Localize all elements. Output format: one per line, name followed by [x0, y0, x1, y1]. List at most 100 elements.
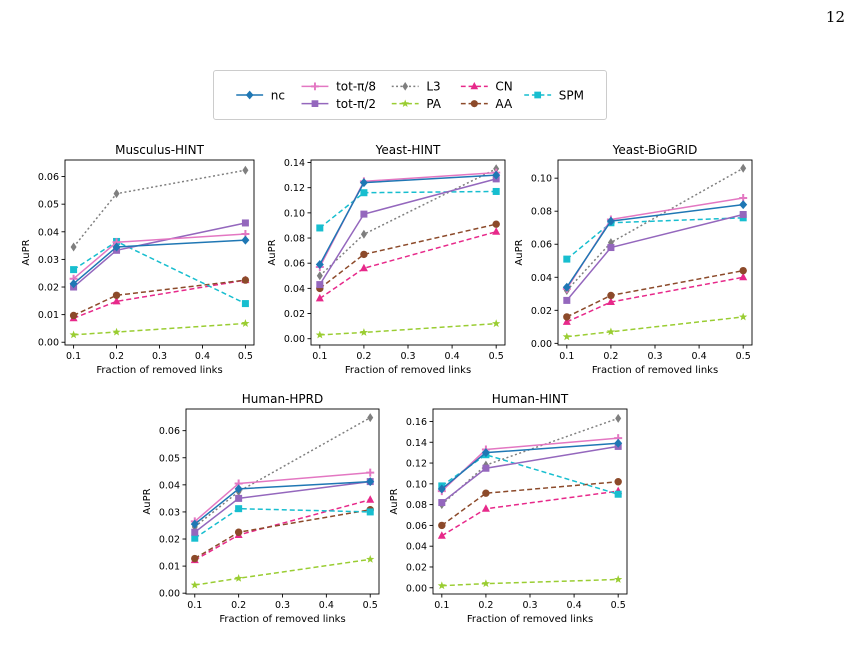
data-point-pa: [606, 327, 615, 336]
data-point-nc: [606, 216, 615, 226]
chart-title: Human-HINT: [492, 392, 569, 406]
series-line-aa: [73, 279, 246, 317]
data-point-tot2: [438, 499, 446, 507]
data-point-pa: [562, 332, 571, 341]
data-point-tot2: [607, 244, 615, 252]
x-tick-label: 0.5: [238, 351, 253, 362]
series-line-tot2: [441, 445, 619, 504]
series-aa: [438, 478, 622, 530]
data-point-spm: [70, 266, 78, 274]
series-line-cn: [319, 231, 497, 300]
y-tick-label: 0.02: [284, 309, 305, 320]
y-tick-label: 0.00: [159, 589, 180, 600]
x-tick-label: 0.5: [489, 351, 504, 362]
legend-marker-l3: [402, 82, 409, 91]
series-pa: [437, 575, 623, 590]
data-point-tot2: [241, 219, 249, 227]
x-tick-label: 0.5: [611, 600, 626, 611]
y-tick-label: 0.04: [284, 284, 305, 295]
series-tot8: [562, 193, 748, 293]
x-tick-label: 0.2: [109, 351, 124, 362]
series-line-nc: [194, 480, 371, 525]
series-pa: [190, 555, 375, 589]
data-point-nc: [492, 170, 501, 180]
series-line-cn: [441, 490, 619, 537]
series-l3: [563, 163, 747, 295]
data-point-aa: [241, 276, 250, 284]
data-point-l3: [360, 229, 367, 239]
legend-label-tot8: tot-π/8: [336, 80, 376, 94]
x-tick-label: 0.5: [736, 351, 751, 362]
series-nc: [562, 200, 748, 292]
data-point-tot2: [316, 281, 324, 289]
chart-title: Yeast-BioGRID: [612, 143, 698, 157]
data-point-pa: [190, 580, 199, 589]
series-line-l3: [566, 167, 744, 291]
data-point-tot8: [366, 468, 375, 477]
legend-entry-pa: PA: [391, 97, 442, 111]
x-axis-label: Fraction of removed links: [219, 614, 345, 625]
series-line-spm: [441, 453, 619, 495]
series-tot2: [563, 211, 747, 304]
y-tick-label: 0.08: [284, 234, 305, 245]
data-point-spm: [366, 508, 374, 516]
y-tick-label: 0.14: [284, 158, 305, 169]
legend-entry-tot2: tot-π/2: [301, 97, 376, 111]
series-line-pa: [319, 322, 497, 336]
series-nc: [190, 477, 375, 529]
y-tick-label: 0.03: [159, 507, 180, 518]
x-tick-label: 0.1: [312, 351, 327, 362]
data-point-nc: [190, 519, 199, 529]
series-nc: [69, 235, 250, 289]
series-line-tot2: [566, 213, 744, 301]
data-point-nc: [437, 484, 446, 494]
legend-label-tot2: tot-π/2: [336, 97, 376, 111]
data-point-pa: [366, 555, 375, 563]
data-point-pa: [241, 319, 250, 327]
series-spm: [438, 451, 622, 498]
x-tick-label: 0.2: [478, 600, 493, 611]
data-point-nc: [562, 282, 571, 292]
data-point-cn: [492, 227, 501, 235]
data-point-spm: [360, 189, 368, 197]
data-point-spm: [241, 300, 249, 308]
data-point-tot2: [235, 494, 243, 502]
chart-title: Human-HPRD: [242, 392, 323, 406]
series-tot8: [437, 434, 623, 496]
y-tick-label: 0.10: [284, 208, 305, 219]
series-pa: [562, 312, 748, 341]
chart-human-hprd: Human-HPRD 0.1 0.2 0.3 0.4 0.5 0.00 0.01 0.02 0.0…: [142, 392, 380, 625]
series-line-cn: [73, 279, 246, 319]
plot-frame: [64, 159, 255, 346]
x-tick-label: 0.3: [647, 351, 662, 362]
series-cn: [437, 486, 623, 539]
x-tick-label: 0.2: [603, 351, 618, 362]
y-axis-label: AuPR: [514, 239, 525, 265]
x-tick-label: 0.3: [522, 600, 537, 611]
series-cn: [315, 227, 501, 302]
data-point-pa: [69, 330, 78, 339]
series-line-spm: [566, 217, 744, 260]
y-tick-label: 0.00: [406, 583, 427, 594]
data-point-pa: [315, 330, 324, 339]
series-line-pa: [566, 316, 744, 338]
x-axis-label: Fraction of removed links: [467, 614, 593, 625]
chart-title: Musculus-HINT: [115, 143, 204, 157]
data-point-nc: [315, 259, 324, 269]
y-tick-label: 0.12: [284, 183, 305, 194]
data-point-cn: [606, 297, 615, 306]
page-number: 12: [825, 8, 845, 26]
data-point-l3: [367, 413, 374, 423]
data-point-pa: [359, 328, 368, 336]
legend-label-aa: AA: [495, 97, 513, 111]
y-tick-label: 0.14: [406, 438, 427, 449]
legend-entry-l3: L3: [391, 80, 441, 94]
series-nc: [315, 170, 501, 269]
y-tick-label: 0.00: [531, 339, 552, 350]
series-line-aa: [194, 509, 371, 560]
data-point-tot2: [191, 528, 199, 536]
data-point-nc: [481, 448, 490, 458]
legend: nc tot-π/8 tot-π/2 L3 PA CN AA SPM: [213, 70, 607, 120]
series-line-tot8: [194, 471, 371, 522]
chart-title: Yeast-HINT: [375, 143, 441, 157]
